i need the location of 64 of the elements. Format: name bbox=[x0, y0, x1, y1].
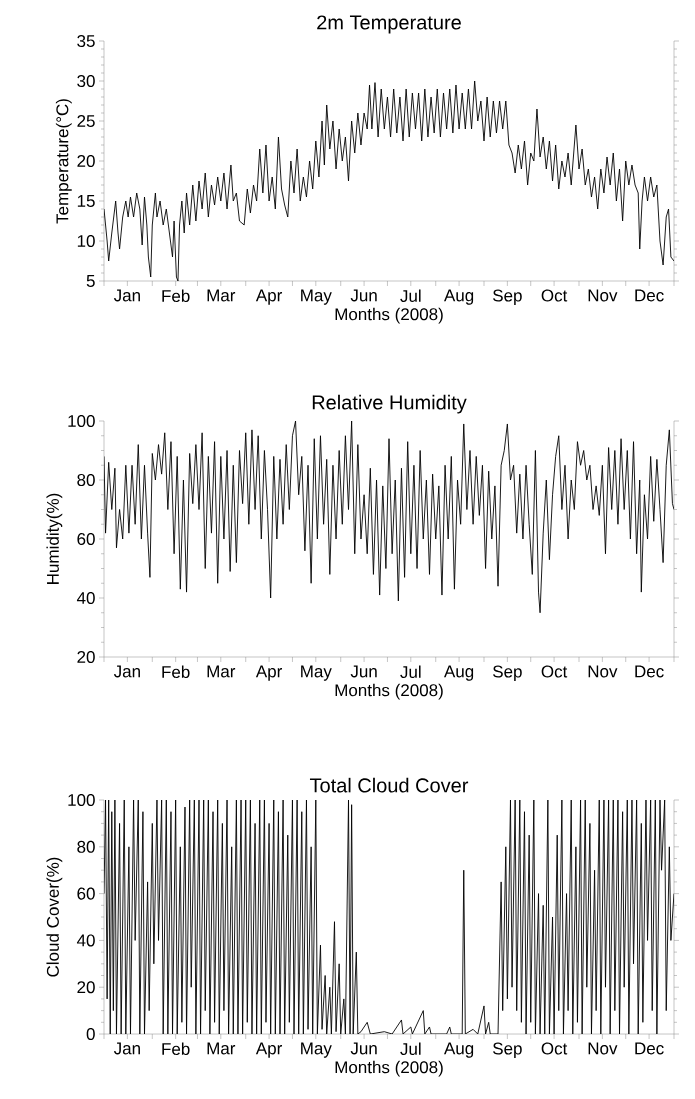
x-tick-label: Sep bbox=[493, 665, 522, 681]
y-tick-label: 100 bbox=[68, 793, 95, 807]
x-tick-label: Sep bbox=[493, 1042, 522, 1058]
chart-title: 2m Temperature bbox=[317, 15, 461, 34]
x-tick-label: Aug bbox=[443, 289, 474, 305]
x-tick-label: Mar bbox=[207, 289, 236, 302]
y-tick-label: 100 bbox=[68, 414, 95, 428]
y-axis-title: Cloud Cover(%) bbox=[46, 857, 63, 977]
y-tick-label: 80 bbox=[77, 840, 95, 853]
x-tick-label: Oct bbox=[541, 1042, 568, 1055]
x-tick-label: Apr bbox=[255, 289, 283, 305]
x-tick-label: May bbox=[301, 1042, 332, 1058]
x-tick-label: Jun bbox=[350, 289, 377, 302]
x-tick-label: Nov bbox=[588, 1042, 618, 1055]
y-tick-label: 40 bbox=[76, 591, 95, 605]
y-tick-label: 20 bbox=[77, 154, 95, 168]
x-tick-label: Jun bbox=[350, 1042, 377, 1055]
y-axis-title: Humidity(%) bbox=[46, 493, 63, 584]
y-tick-label: 40 bbox=[76, 934, 95, 947]
x-tick-label: Oct bbox=[541, 289, 568, 302]
x-tick-label: Mar bbox=[207, 665, 236, 678]
x-tick-label: Dec bbox=[635, 665, 664, 678]
x-tick-label: Feb bbox=[162, 665, 190, 679]
x-tick-label: Aug bbox=[443, 1042, 474, 1058]
y-tick-label: 60 bbox=[77, 532, 95, 546]
x-tick-label: Jan bbox=[113, 1042, 140, 1055]
x-tick-label: Nov bbox=[588, 289, 618, 302]
x-axis-title: Months (2008) bbox=[335, 307, 443, 324]
y-tick-label: 15 bbox=[77, 195, 95, 207]
y-tick-label: 0 bbox=[86, 1027, 95, 1041]
y-tick-label: 25 bbox=[77, 114, 95, 128]
x-tick-label: Jan bbox=[113, 665, 140, 678]
x-tick-label: Jul bbox=[400, 1042, 421, 1056]
x-tick-label: Jul bbox=[400, 289, 421, 303]
x-tick-label: Apr bbox=[255, 1042, 283, 1058]
x-tick-label: Oct bbox=[541, 665, 568, 678]
x-tick-label: Feb bbox=[162, 289, 190, 303]
x-tick-label: Dec bbox=[635, 289, 664, 302]
x-tick-label: Apr bbox=[255, 665, 283, 681]
chart-title: Relative Humidity bbox=[312, 394, 467, 414]
x-axis-title: Months (2008) bbox=[335, 683, 443, 700]
y-tick-label: 20 bbox=[77, 981, 95, 994]
x-axis-title: Months (2008) bbox=[335, 1060, 443, 1077]
y-tick-label: 60 bbox=[77, 887, 95, 900]
y-axis-title: Temperature(°C) bbox=[55, 99, 72, 224]
x-tick-label: Sep bbox=[493, 289, 522, 305]
x-tick-label: Dec bbox=[635, 1042, 664, 1055]
y-tick-label: 80 bbox=[77, 473, 95, 487]
x-tick-label: Jun bbox=[350, 665, 377, 678]
x-tick-label: Jul bbox=[400, 665, 421, 679]
x-tick-label: Mar bbox=[207, 1042, 236, 1055]
x-tick-label: May bbox=[301, 665, 332, 681]
y-tick-label: 5 bbox=[86, 275, 95, 287]
x-tick-label: Feb bbox=[162, 1042, 190, 1056]
x-tick-label: Jan bbox=[113, 289, 140, 302]
y-tick-label: 20 bbox=[77, 650, 95, 664]
x-tick-label: Nov bbox=[588, 665, 618, 678]
chart-title: Total Cloud Cover bbox=[309, 777, 469, 793]
y-tick-label: 30 bbox=[77, 74, 95, 88]
x-tick-label: May bbox=[301, 289, 332, 305]
y-tick-label: 10 bbox=[77, 234, 95, 248]
x-tick-label: Aug bbox=[443, 665, 474, 681]
y-tick-label: 35 bbox=[77, 34, 95, 48]
line-series bbox=[104, 421, 675, 614]
